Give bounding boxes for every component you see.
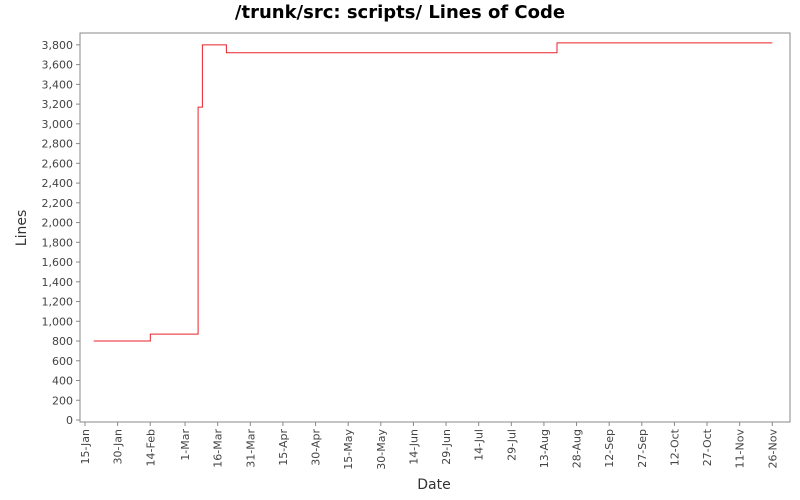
y-tick-label: 2,000 <box>42 217 74 230</box>
x-tick-label: 11-Nov <box>734 429 747 469</box>
y-tick-label: 800 <box>52 335 73 348</box>
y-tick-label: 600 <box>52 355 73 368</box>
x-tick-label: 31-Mar <box>244 429 257 468</box>
y-tick-label: 2,200 <box>42 197 74 210</box>
x-tick-label: 12-Sep <box>603 429 616 468</box>
x-tick-label: 27-Oct <box>701 428 714 466</box>
x-tick-label: 28-Aug <box>571 429 584 468</box>
x-tick-label: 14-Jun <box>407 429 420 465</box>
y-tick-label: 2,600 <box>42 157 74 170</box>
x-tick-label: 14-Feb <box>144 429 157 466</box>
x-tick-label: 29-Jun <box>440 429 453 465</box>
y-tick-label: 2,800 <box>42 138 74 151</box>
plot-area <box>79 32 791 423</box>
series-line <box>93 42 773 342</box>
y-tick-label: 3,200 <box>42 98 74 111</box>
y-tick-label: 2,400 <box>42 177 74 190</box>
x-tick-label: 26-Nov <box>766 429 779 469</box>
x-tick-label: 12-Oct <box>668 428 681 466</box>
x-tick-label: 15-May <box>342 429 355 470</box>
y-tick-label: 200 <box>52 394 73 407</box>
y-tick-label: 1,800 <box>42 236 74 249</box>
x-tick-label: 30-Jan <box>112 429 125 465</box>
x-tick-label: 14-Jul <box>473 429 486 461</box>
x-tick-label: 1-Mar <box>179 429 192 461</box>
x-tick-label: 13-Aug <box>538 429 551 468</box>
y-tick-label: 1,400 <box>42 276 74 289</box>
y-tick-label: 3,000 <box>42 118 74 131</box>
x-tick-label: 29-Jul <box>505 429 518 461</box>
y-tick-label: 1,600 <box>42 256 74 269</box>
x-axis-title: Date <box>417 477 450 493</box>
x-axis: 15-Jan 30-Jan 14-Feb 1-Mar 16-Mar 31-Mar 15-Ap… <box>79 422 779 470</box>
y-tick-label: 3,800 <box>42 39 74 52</box>
y-tick-label: 3,600 <box>42 59 74 72</box>
y-tick-label: 400 <box>52 375 73 388</box>
y-axis: 0 200 400 600 800 1,000 1,200 1,400 1,600 1,800 2,… <box>42 39 80 427</box>
y-tick-label: 1,200 <box>42 296 74 309</box>
x-tick-label: 30-Apr <box>310 429 323 466</box>
x-tick-label: 15-Jan <box>79 429 92 465</box>
x-tick-label: 27-Sep <box>636 429 649 468</box>
series-layer <box>93 42 773 342</box>
y-tick-label: 3,400 <box>42 78 74 91</box>
x-tick-label: 16-Mar <box>212 429 225 468</box>
y-tick-label: 0 <box>66 414 73 427</box>
x-tick-label: 30-May <box>375 429 388 470</box>
y-tick-label: 1,000 <box>42 315 74 328</box>
y-axis-title: Lines <box>14 210 30 246</box>
x-tick-label: 15-Apr <box>277 429 290 466</box>
chart-title: /trunk/src: scripts/ Lines of Code <box>234 2 566 23</box>
